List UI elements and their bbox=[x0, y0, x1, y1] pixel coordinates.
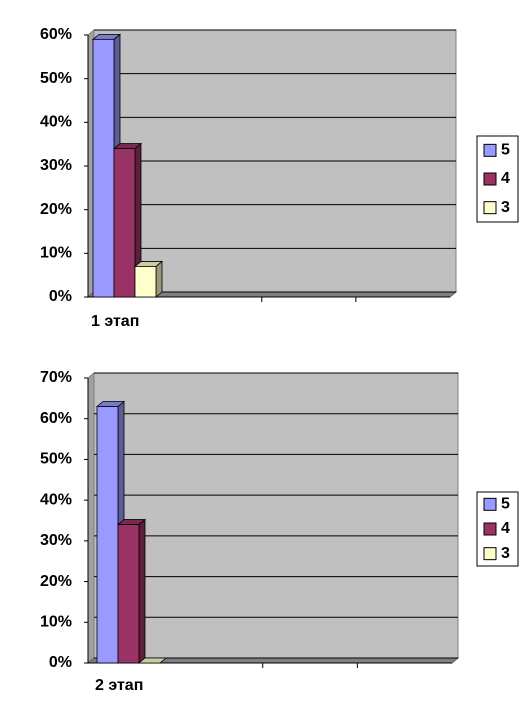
legend-swatch bbox=[483, 143, 497, 157]
y-tick-label: 60% bbox=[40, 410, 72, 427]
legend bbox=[476, 491, 519, 567]
y-tick-label: 50% bbox=[40, 70, 72, 87]
legend-swatch bbox=[483, 522, 497, 536]
y-tick-label: 70% bbox=[40, 369, 72, 386]
legend-label: 3 bbox=[501, 545, 510, 562]
y-tick-label: 50% bbox=[40, 451, 72, 468]
bar bbox=[92, 38, 115, 298]
legend bbox=[476, 135, 519, 223]
side-wall bbox=[87, 371, 95, 665]
bar bbox=[134, 266, 157, 298]
y-tick-label: 0% bbox=[49, 654, 72, 671]
x-tick-label: 1 этап bbox=[91, 313, 139, 330]
bar-side bbox=[155, 260, 163, 298]
bar-side bbox=[138, 518, 146, 664]
y-tick-label: 10% bbox=[40, 245, 72, 262]
y-tick-label: 40% bbox=[40, 114, 72, 131]
legend-swatch bbox=[483, 172, 497, 186]
bar-top bbox=[137, 657, 168, 664]
y-tick-label: 10% bbox=[40, 614, 72, 631]
legend-label: 5 bbox=[501, 496, 510, 513]
legend-label: 4 bbox=[501, 520, 510, 537]
y-tick-label: 30% bbox=[40, 157, 72, 174]
y-tick-label: 0% bbox=[49, 288, 72, 305]
legend-label: 4 bbox=[501, 170, 510, 187]
y-tick-label: 40% bbox=[40, 491, 72, 508]
legend-swatch bbox=[483, 497, 497, 511]
legend-label: 5 bbox=[501, 142, 510, 159]
back-wall bbox=[93, 372, 459, 659]
legend-label: 3 bbox=[501, 199, 510, 216]
y-tick-label: 20% bbox=[40, 201, 72, 218]
bar bbox=[117, 524, 140, 664]
y-tick-label: 60% bbox=[40, 26, 72, 43]
y-tick-label: 30% bbox=[40, 532, 72, 549]
legend-swatch bbox=[483, 547, 497, 561]
legend-swatch bbox=[483, 201, 497, 215]
bar bbox=[113, 148, 136, 298]
x-tick-label: 2 этап bbox=[95, 677, 143, 694]
y-tick-label: 20% bbox=[40, 573, 72, 590]
bar bbox=[96, 406, 119, 664]
